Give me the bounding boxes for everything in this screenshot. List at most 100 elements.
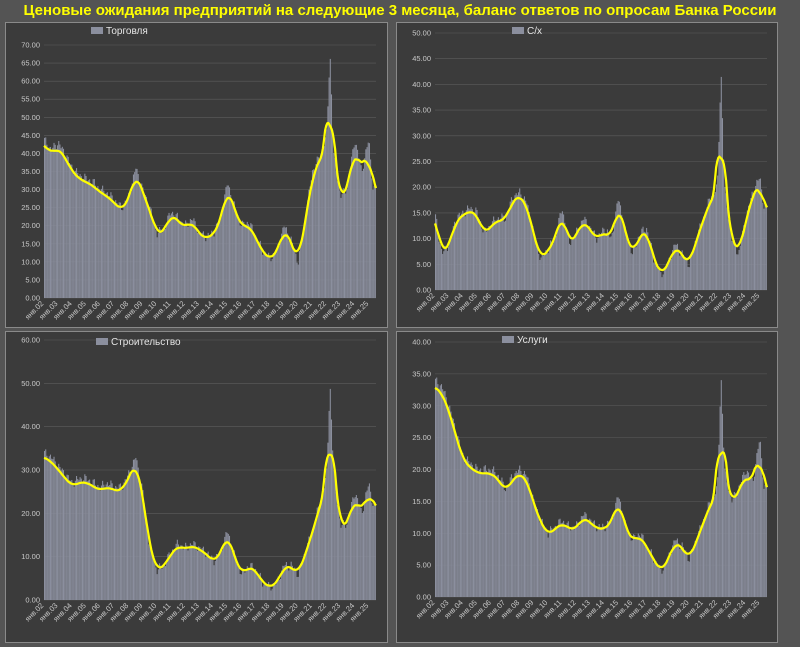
bar — [520, 470, 522, 597]
bar — [535, 507, 537, 597]
y-tick-label: 35.00 — [21, 167, 40, 176]
bar — [52, 147, 54, 298]
bar — [601, 527, 603, 597]
bar — [338, 510, 340, 600]
bar — [598, 233, 600, 290]
bar — [227, 533, 229, 600]
bar — [516, 472, 518, 597]
bar — [558, 217, 560, 290]
bar — [237, 215, 239, 298]
bar — [519, 465, 521, 597]
bar — [255, 568, 257, 600]
bar — [108, 196, 110, 298]
bar — [329, 58, 331, 298]
bar — [185, 220, 187, 298]
bar — [614, 224, 616, 290]
bar — [675, 244, 677, 290]
y-tick-label: 40.00 — [412, 80, 431, 89]
bar — [470, 206, 472, 290]
bar — [444, 245, 446, 290]
bar — [300, 563, 302, 600]
bar — [59, 466, 61, 600]
bar — [112, 202, 114, 298]
bar — [97, 484, 99, 600]
bar — [495, 223, 497, 290]
bar — [215, 553, 217, 600]
bar — [637, 236, 639, 290]
bar — [207, 551, 209, 600]
bar — [748, 205, 750, 290]
bar — [618, 498, 620, 597]
bar — [745, 220, 747, 290]
bar — [694, 240, 696, 290]
bar — [725, 471, 727, 597]
bar — [672, 250, 674, 290]
bar — [121, 209, 123, 298]
bar — [699, 223, 701, 290]
bar — [199, 547, 201, 600]
bar — [334, 477, 336, 600]
bar — [236, 214, 238, 298]
bar — [552, 243, 554, 290]
y-tick-label: 25.00 — [412, 157, 431, 166]
bar — [694, 540, 696, 597]
bar — [649, 550, 651, 597]
bar — [504, 220, 507, 290]
bar — [86, 481, 88, 600]
bar — [465, 459, 467, 597]
bar — [164, 566, 167, 600]
bar — [572, 526, 574, 597]
bar — [295, 253, 297, 298]
bar — [483, 466, 485, 597]
bar — [346, 524, 348, 600]
bar — [310, 180, 312, 298]
bar — [183, 224, 185, 298]
bar — [74, 170, 76, 298]
bar — [274, 252, 276, 298]
bar — [647, 232, 649, 290]
bar — [155, 567, 157, 600]
bar — [700, 526, 702, 597]
bar — [77, 478, 79, 600]
bar — [353, 147, 355, 298]
bar — [612, 517, 614, 597]
bar — [586, 227, 588, 290]
bar — [497, 217, 499, 290]
bar — [112, 490, 114, 600]
bar — [304, 554, 306, 600]
bar — [654, 561, 656, 597]
bar — [128, 470, 130, 600]
legend-swatch — [502, 336, 514, 343]
bar — [475, 463, 477, 597]
bar — [322, 493, 324, 600]
y-tick-label: 15.00 — [412, 497, 431, 506]
bar — [109, 196, 111, 298]
bar — [459, 215, 461, 290]
bar — [737, 492, 739, 597]
bar — [57, 467, 59, 600]
bar — [371, 178, 373, 298]
bar — [333, 152, 335, 298]
bar — [721, 118, 724, 291]
bar — [573, 529, 575, 597]
bar — [577, 522, 579, 597]
bar — [453, 423, 456, 597]
bar — [577, 228, 579, 290]
y-tick-label: 10.00 — [412, 234, 431, 243]
bar — [525, 474, 527, 597]
bar — [611, 516, 613, 597]
bar — [682, 547, 684, 597]
bar — [218, 555, 220, 600]
bar — [704, 214, 706, 290]
bar — [51, 149, 53, 298]
bar — [502, 215, 504, 290]
bar — [104, 488, 106, 600]
bar — [360, 508, 362, 600]
bar — [480, 221, 482, 290]
bar — [568, 527, 571, 597]
bar — [564, 222, 566, 290]
bar — [105, 193, 107, 298]
bar — [210, 234, 212, 298]
bar — [354, 144, 356, 298]
bar — [78, 480, 80, 600]
